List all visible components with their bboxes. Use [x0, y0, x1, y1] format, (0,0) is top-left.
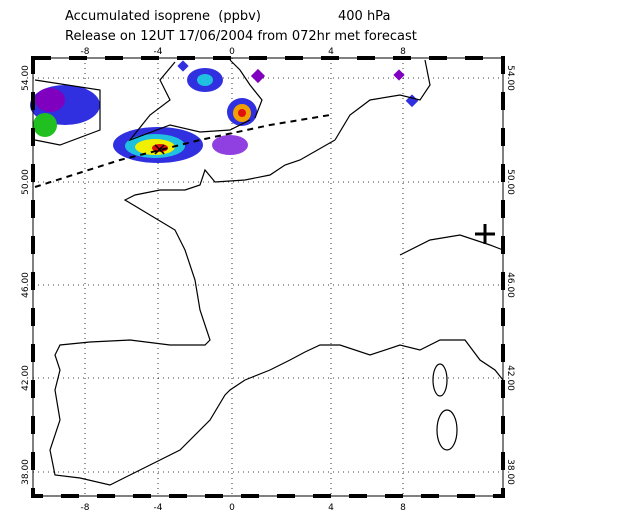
lon-label-top: -8 [81, 47, 90, 57]
lat-label-right: 38.00 [505, 459, 515, 485]
lon-label-top: 8 [400, 47, 406, 57]
map-frame [32, 57, 504, 497]
lat-label-right: 50.00 [505, 169, 515, 195]
lat-label-left: 46.00 [21, 272, 31, 298]
graticule [33, 58, 503, 496]
lat-label-left: 54.00 [21, 65, 31, 91]
cross-marker [475, 224, 495, 244]
tick-labels: -8 -8 -4 -4 0 0 4 4 8 8 54.00 54.00 50.00 50.00 46.00 4… [21, 47, 515, 512]
release-marker: × [152, 139, 167, 160]
subtitle: Release on 12UT 17/06/2004 from 072hr me… [65, 29, 417, 44]
lat-label-left: 38.00 [21, 459, 31, 485]
lat-label-right: 46.00 [505, 272, 515, 298]
lon-label-bottom: 0 [229, 503, 235, 512]
lon-label-top: 0 [229, 47, 235, 57]
lon-label-bottom: 4 [328, 503, 334, 512]
lon-label-top: 4 [328, 47, 334, 57]
lon-label-bottom: -8 [81, 503, 90, 512]
lat-label-left: 42.00 [21, 365, 31, 391]
level: 400 hPa [338, 9, 390, 24]
lat-label-right: 54.00 [505, 65, 515, 91]
coastlines [34, 59, 504, 486]
plume [30, 60, 419, 163]
trajectory [34, 114, 331, 188]
lat-label-right: 42.00 [505, 365, 515, 391]
lon-label-top: -4 [154, 47, 163, 57]
map-frame-scale [31, 56, 505, 498]
title: Accumulated isoprene (ppbv) [65, 9, 261, 24]
lon-label-bottom: 8 [400, 503, 406, 512]
lat-label-left: 50.00 [21, 169, 31, 195]
lon-label-bottom: -4 [154, 503, 163, 512]
